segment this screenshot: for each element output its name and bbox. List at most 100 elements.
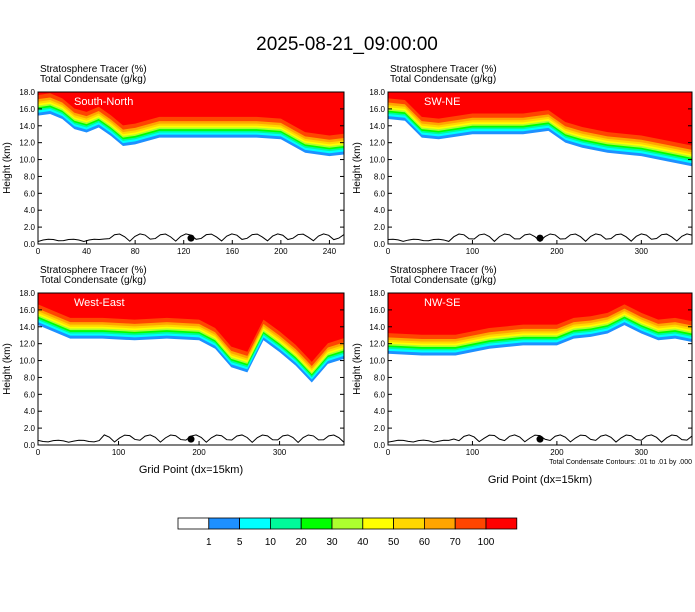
colorbar-swatch: [485, 517, 518, 530]
x-tick-label: 300: [635, 448, 649, 457]
y-tick-label: 18.0: [19, 289, 35, 298]
panel-label: NW-SE: [424, 297, 460, 309]
panel-header-tracer: Stratosphere Tracer (%): [390, 64, 497, 75]
x-tick-label: 40: [82, 247, 91, 256]
terrain-line: [388, 434, 692, 443]
y-tick-label: 2.0: [374, 424, 386, 433]
panel-south-north: Stratosphere Tracer (%)Total Condensate …: [2, 64, 345, 256]
y-tick-label: 4.0: [374, 407, 386, 416]
colorbar-label: 20: [296, 537, 308, 548]
plot-frame: [387, 292, 693, 446]
plot-frame: [387, 91, 693, 245]
y-axis-label: Height (km): [2, 142, 13, 194]
contour-note: Total Condensate Contours: .01 to .01 by…: [549, 459, 692, 466]
tracer-field: [38, 293, 344, 444]
colorbar-label: 40: [357, 537, 369, 548]
panel-west-east: Stratosphere Tracer (%)Total Condensate …: [2, 265, 345, 476]
tracer-band-0: [38, 92, 344, 136]
y-tick-label: 18.0: [19, 88, 35, 97]
x-tick-label: 0: [386, 448, 391, 457]
panel-sw-ne: Stratosphere Tracer (%)Total Condensate …: [352, 64, 693, 256]
tracer-field: [388, 92, 692, 243]
colorbar-swatch: [177, 517, 210, 530]
x-tick-label: 100: [466, 247, 480, 256]
colorbar-swatch: [239, 517, 271, 530]
y-axis-label: Height (km): [352, 142, 363, 194]
colorbar-swatch: [269, 517, 302, 530]
y-tick-label: 10.0: [369, 156, 385, 165]
panel-nw-se: Stratosphere Tracer (%)Total Condensate …: [352, 265, 693, 486]
tracer-field: [38, 92, 344, 242]
panel-header-tracer: Stratosphere Tracer (%): [390, 265, 497, 276]
y-tick-label: 4.0: [374, 206, 386, 215]
y-tick-label: 16.0: [19, 105, 35, 114]
x-tick-label: 120: [177, 247, 191, 256]
x-tick-label: 200: [550, 247, 564, 256]
y-tick-label: 2.0: [24, 223, 36, 232]
colorbar-swatch: [454, 517, 487, 530]
y-axis-label: Height (km): [352, 343, 363, 395]
y-tick-label: 12.0: [369, 139, 385, 148]
colorbar-label: 60: [419, 537, 431, 548]
colorbar-swatch: [423, 517, 456, 530]
colorbar-label: 70: [450, 537, 462, 548]
colorbar-swatch: [393, 517, 425, 530]
location-marker: [187, 435, 195, 443]
tracer-field: [388, 293, 692, 443]
panel-header-condensate: Total Condensate (g/kg): [390, 74, 496, 85]
x-tick-label: 200: [550, 448, 564, 457]
y-tick-label: 14.0: [19, 122, 35, 131]
location-marker: [536, 435, 544, 443]
panels-group: Stratosphere Tracer (%)Total Condensate …: [2, 64, 693, 486]
y-tick-label: 18.0: [369, 88, 385, 97]
y-tick-label: 2.0: [24, 424, 36, 433]
colorbar-label: 5: [237, 537, 243, 548]
plot-frame: [37, 292, 345, 446]
panel-label: West-East: [74, 297, 125, 309]
x-tick-label: 160: [226, 247, 240, 256]
y-tick-label: 16.0: [369, 306, 385, 315]
y-tick-label: 14.0: [369, 323, 385, 332]
colorbar-swatch: [331, 517, 364, 530]
y-tick-label: 0.0: [24, 441, 36, 450]
x-tick-label: 0: [36, 247, 41, 256]
panel-header-tracer: Stratosphere Tracer (%): [40, 265, 147, 276]
x-axis-label: Grid Point (dx=15km): [488, 474, 592, 486]
y-tick-label: 8.0: [24, 172, 36, 181]
colorbar-label: 1: [206, 537, 212, 548]
y-tick-label: 6.0: [374, 390, 386, 399]
y-tick-label: 10.0: [19, 357, 35, 366]
y-tick-label: 12.0: [19, 139, 35, 148]
y-tick-label: 6.0: [24, 390, 36, 399]
panel-header-condensate: Total Condensate (g/kg): [40, 275, 146, 286]
y-tick-label: 16.0: [19, 306, 35, 315]
y-tick-label: 0.0: [374, 240, 386, 249]
y-tick-label: 8.0: [374, 172, 386, 181]
tracer-band-0: [38, 293, 344, 362]
y-tick-label: 8.0: [24, 373, 36, 382]
colorbar-label: 30: [326, 537, 338, 548]
colorbar-label: 50: [388, 537, 400, 548]
figure-title: 2025-08-21_09:00:00: [256, 34, 438, 55]
colorbar-swatch: [208, 517, 241, 530]
x-tick-label: 240: [323, 247, 337, 256]
x-tick-label: 200: [274, 247, 288, 256]
tracer-band-0: [388, 293, 692, 335]
x-axis-label: Grid Point (dx=15km): [139, 464, 243, 476]
x-tick-label: 80: [131, 247, 140, 256]
y-tick-label: 6.0: [24, 189, 36, 198]
y-tick-label: 12.0: [369, 340, 385, 349]
location-marker: [536, 234, 544, 242]
panel-header-tracer: Stratosphere Tracer (%): [40, 64, 147, 75]
y-tick-label: 0.0: [374, 441, 386, 450]
location-marker: [187, 234, 195, 242]
y-tick-label: 16.0: [369, 105, 385, 114]
x-tick-label: 100: [466, 448, 480, 457]
y-tick-label: 4.0: [24, 407, 36, 416]
x-tick-label: 0: [386, 247, 391, 256]
panel-label: SW-NE: [424, 96, 460, 108]
panel-header-condensate: Total Condensate (g/kg): [390, 275, 496, 286]
panel-header-condensate: Total Condensate (g/kg): [40, 74, 146, 85]
y-tick-label: 12.0: [19, 340, 35, 349]
